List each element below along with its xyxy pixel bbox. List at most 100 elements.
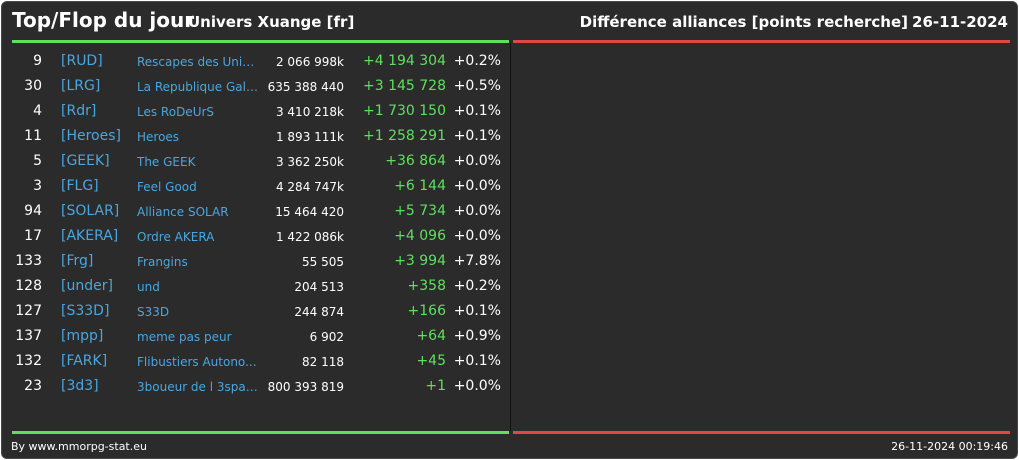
alliance-points: 55 505: [302, 255, 344, 269]
alliance-tag-link[interactable]: [LRG]: [61, 78, 101, 94]
alliance-rank: 132: [15, 353, 42, 369]
table-row: 132 [FARK] Flibustiers Autono... 82 118 +45 +…: [12, 349, 509, 374]
alliance-rank: 94: [24, 203, 42, 219]
table-row: 94 [SOLAR] Alliance SOLAR 15 464 420 +5 734 +…: [12, 199, 509, 224]
top-section-bar-bottom: [12, 431, 509, 434]
points-difference: +1 258 291: [363, 128, 446, 144]
alliance-name-link[interactable]: La Republique Gala...: [137, 80, 259, 94]
alliance-points: 82 118: [302, 355, 344, 369]
percent-change: +0.1%: [453, 103, 501, 119]
alliance-tag-link[interactable]: [mpp]: [61, 328, 104, 344]
alliance-tag-link[interactable]: [SOLAR]: [61, 203, 120, 219]
alliance-points: 1 893 111k: [275, 130, 344, 144]
alliance-name-link[interactable]: Heroes: [137, 130, 180, 144]
table-row: 137 [mpp] meme pas peur 6 902 +64 +0.9%: [12, 324, 509, 349]
footer-credit-link[interactable]: By www.mmorpg-stat.eu: [11, 440, 147, 453]
percent-change: +0.2%: [453, 278, 501, 294]
alliance-tag-link[interactable]: [GEEK]: [61, 153, 110, 169]
alliance-rank: 9: [33, 53, 42, 69]
percent-change: +7.8%: [453, 253, 501, 269]
alliance-name-link[interactable]: Ordre AKERA: [137, 230, 215, 244]
percent-change: +0.1%: [453, 353, 501, 369]
alliance-name-link[interactable]: The GEEK: [137, 155, 196, 169]
header-date: 26-11-2024: [912, 13, 1008, 31]
top-section-bar: [12, 40, 509, 43]
table-row: 3 [FLG] Feel Good 4 284 747k +6 144 +0.0%: [12, 174, 509, 199]
alliance-points: 3 362 250k: [275, 155, 344, 169]
alliance-tag-link[interactable]: [Heroes]: [61, 128, 121, 144]
alliance-rank: 3: [33, 178, 42, 194]
alliance-tag-link[interactable]: [FARK]: [61, 353, 108, 369]
flop-section-bar-bottom: [513, 431, 1010, 434]
page-title: Top/Flop du jour: [12, 8, 195, 32]
points-difference: +64: [416, 328, 446, 344]
alliance-rank: 23: [24, 378, 42, 394]
alliance-rank: 127: [15, 303, 42, 319]
alliance-points: 1 422 086k: [275, 230, 344, 244]
table-row: 127 [S33D] S33D 244 874 +166 +0.1%: [12, 299, 509, 324]
percent-change: +0.1%: [453, 303, 501, 319]
alliance-tag-link[interactable]: [3d3]: [61, 378, 99, 394]
percent-change: +0.5%: [453, 78, 501, 94]
alliance-points: 6 902: [309, 330, 344, 344]
column-divider: [510, 43, 511, 431]
alliance-rank: 128: [15, 278, 42, 294]
table-row: 30 [LRG] La Republique Gala... 635 388 440 +…: [12, 74, 509, 99]
alliance-name-link[interactable]: S33D: [137, 305, 170, 319]
percent-change: +0.2%: [453, 53, 501, 69]
alliance-points: 3 410 218k: [275, 105, 344, 119]
alliance-tag-link[interactable]: [S33D]: [61, 303, 110, 319]
points-difference: +358: [407, 278, 446, 294]
percent-change: +0.0%: [453, 178, 501, 194]
alliance-rank: 17: [24, 228, 42, 244]
alliance-tag-link[interactable]: [Rdr]: [61, 103, 97, 119]
universe-label: Univers Xuange [fr]: [188, 13, 355, 31]
flop-section-bar: [513, 40, 1010, 43]
points-difference: +45: [416, 353, 446, 369]
alliance-name-link[interactable]: meme pas peur: [137, 330, 232, 344]
alliance-tag-link[interactable]: [AKERA]: [61, 228, 119, 244]
alliance-points: 244 874: [294, 305, 344, 319]
alliance-rank: 30: [24, 78, 42, 94]
alliance-points: 15 464 420: [275, 205, 344, 219]
percent-change: +0.9%: [453, 328, 501, 344]
points-difference: +4 194 304: [363, 53, 446, 69]
percent-change: +0.0%: [453, 378, 501, 394]
alliance-rank: 133: [15, 253, 42, 269]
top-alliance-list: 9 [RUD] Rescapes des Univ... 2 066 998k +4 1…: [12, 49, 509, 399]
table-row: 23 [3d3] 3boueur de l 3space 800 393 819 +1 +…: [12, 374, 509, 399]
alliance-points: 204 513: [294, 280, 344, 294]
alliance-name-link[interactable]: und: [137, 280, 160, 294]
alliance-points: 635 388 440: [267, 80, 344, 94]
alliance-tag-link[interactable]: [RUD]: [61, 53, 103, 69]
table-row: 9 [RUD] Rescapes des Univ... 2 066 998k +4 1…: [12, 49, 509, 74]
alliance-points: 800 393 819: [267, 380, 344, 394]
table-row: 133 [Frg] Frangins 55 505 +3 994 +7.8%: [12, 249, 509, 274]
table-row: 11 [Heroes] Heroes 1 893 111k +1 258 291 +0.1…: [12, 124, 509, 149]
alliance-name-link[interactable]: Flibustiers Autono...: [137, 355, 257, 369]
alliance-points: 2 066 998k: [275, 55, 344, 69]
points-difference: +36 864: [385, 153, 446, 169]
points-difference: +3 994: [394, 253, 446, 269]
alliance-name-link[interactable]: Feel Good: [137, 180, 197, 194]
alliance-rank: 5: [33, 153, 42, 169]
alliance-tag-link[interactable]: [Frg]: [61, 253, 94, 269]
alliance-name-link[interactable]: Alliance SOLAR: [137, 205, 229, 219]
alliance-name-link[interactable]: Les RoDeUrS: [137, 105, 215, 119]
alliance-tag-link[interactable]: [FLG]: [61, 178, 99, 194]
points-difference: +1: [425, 378, 446, 394]
points-difference: +5 734: [394, 203, 446, 219]
alliance-tag-link[interactable]: [under]: [61, 278, 113, 294]
alliance-name-link[interactable]: Rescapes des Univ...: [137, 55, 259, 69]
percent-change: +0.0%: [453, 203, 501, 219]
points-difference: +1 730 150: [363, 103, 446, 119]
alliance-name-link[interactable]: Frangins: [137, 255, 188, 269]
alliance-rank: 11: [24, 128, 42, 144]
points-difference: +166: [407, 303, 446, 319]
alliance-name-link[interactable]: 3boueur de l 3space: [137, 380, 259, 394]
alliance-points: 4 284 747k: [275, 180, 344, 194]
ranking-type-label: Différence alliances [points recherche]: [579, 13, 908, 31]
alliance-rank: 4: [33, 103, 42, 119]
percent-change: +0.1%: [453, 128, 501, 144]
points-difference: +3 145 728: [363, 78, 446, 94]
